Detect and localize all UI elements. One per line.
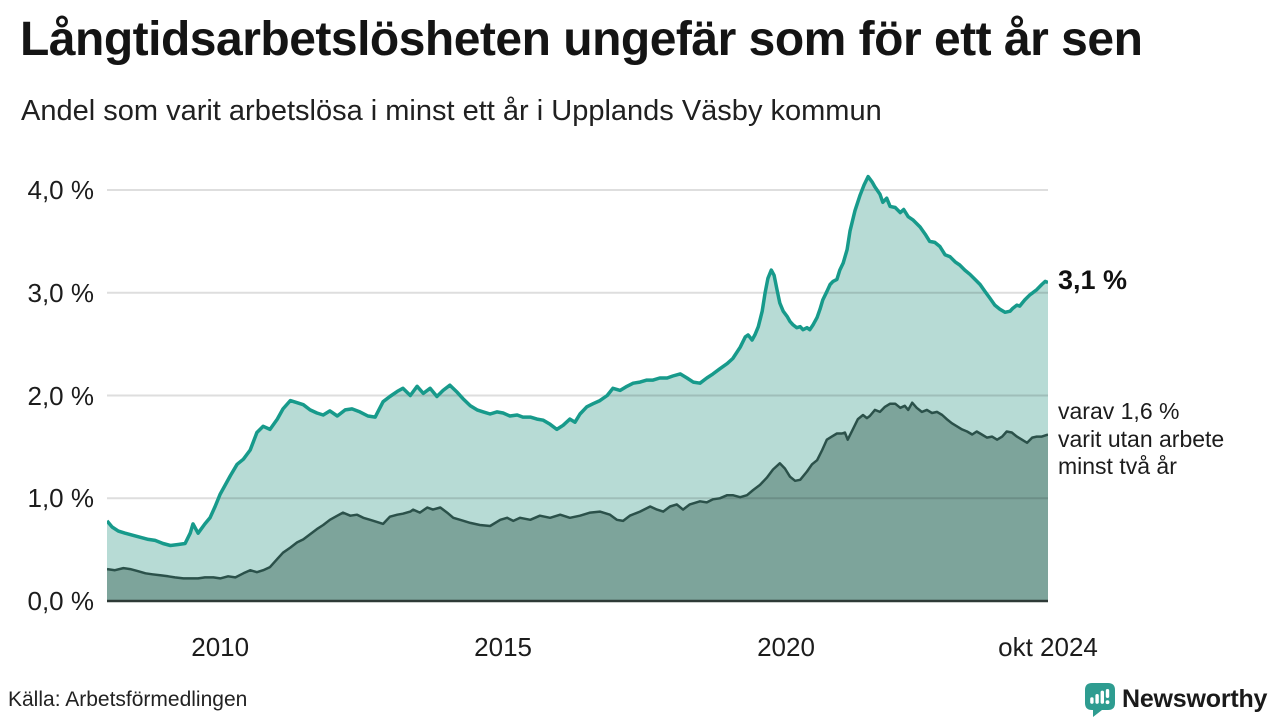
secondary-annotation-line2: varit utan arbete [1058, 425, 1225, 452]
y-tick-label: 0,0 % [27, 586, 95, 616]
area-fill-minst-tva-ar [107, 402, 1048, 601]
line-minst-tva-ar [107, 401, 1048, 580]
y-tick-label: 3,0 % [27, 277, 95, 308]
line-minst-ett-ar [107, 174, 1048, 548]
newsworthy-logo: Newsworthy [1084, 682, 1267, 718]
newsworthy-logo-icon [1085, 683, 1115, 717]
x-tick-label: okt 2024 [998, 632, 1098, 662]
x-tick-label: 2020 [757, 632, 815, 662]
source-note: Källa: Arbetsförmedlingen [8, 688, 248, 711]
y-tick-label: 2,0 % [27, 380, 95, 411]
latest-value-annotation: 3,1 % [1058, 265, 1128, 295]
x-tick-label: 2010 [191, 632, 250, 662]
secondary-annotation-line1: varav 1,6 % [1058, 398, 1180, 424]
newsworthy-logo-text: Newsworthy [1122, 685, 1268, 713]
y-tick-label: 1,0 % [27, 483, 95, 514]
area-chart-plot [107, 174, 1048, 603]
secondary-annotation-line3: minst två år [1058, 453, 1177, 479]
secondary-annotation: varav 1,6 % varit utan arbete minst två … [1058, 398, 1224, 481]
page-title: Långtidsarbetslösheten ungefär som för e… [20, 13, 1143, 66]
x-tick-label: 2015 [474, 632, 532, 662]
page-subtitle: Andel som varit arbetslösa i minst ett å… [21, 95, 882, 127]
y-tick-label: 4,0 % [27, 175, 95, 205]
